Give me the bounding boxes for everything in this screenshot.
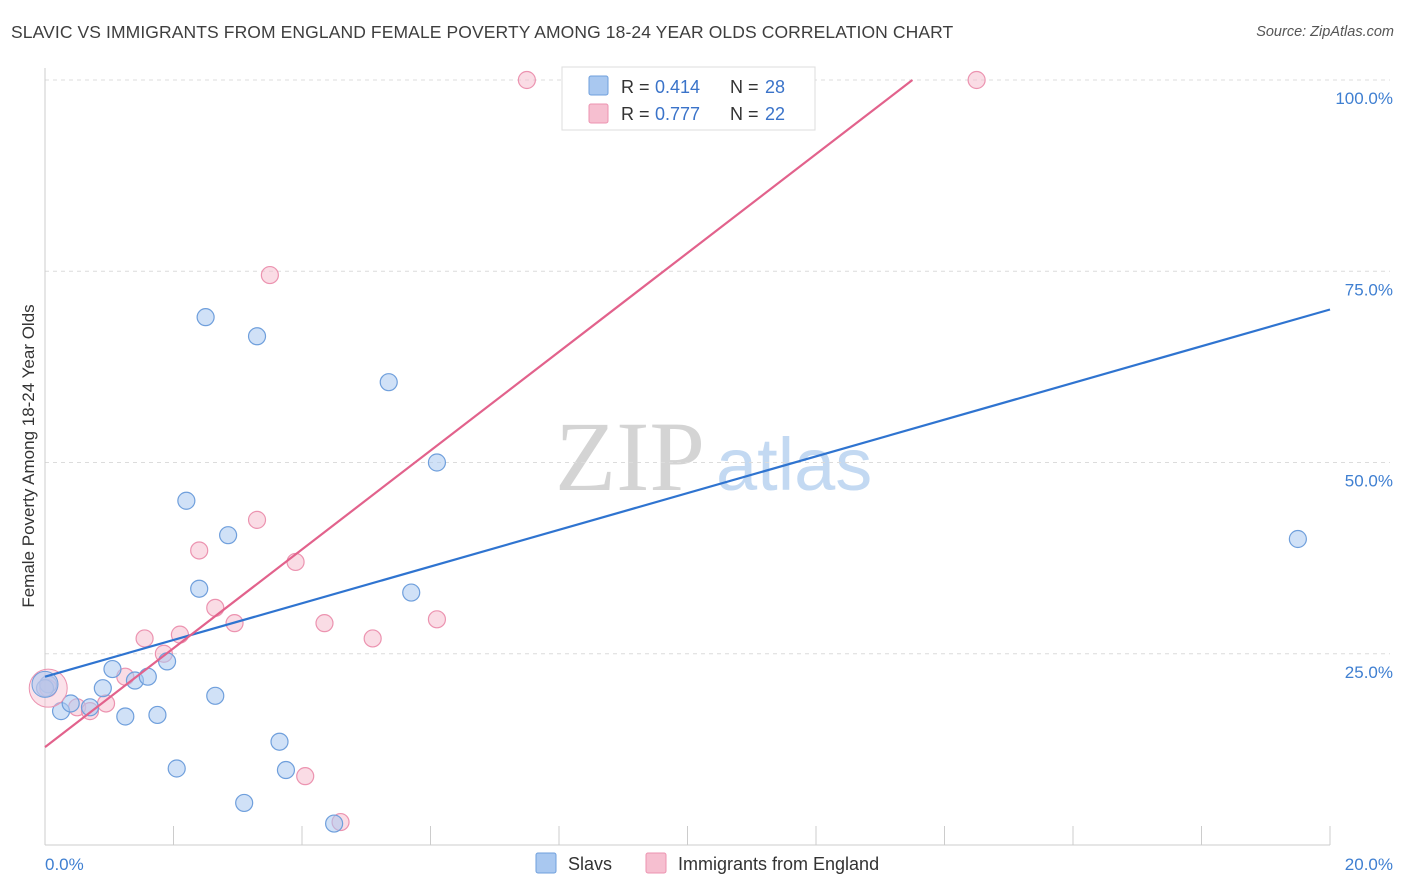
- legend-england-swatch: [588, 103, 609, 124]
- england-point: [190, 541, 209, 560]
- legend-slavs-n-value: 28: [765, 77, 785, 97]
- slavs-cluster-point: [31, 670, 59, 698]
- slavs-point: [247, 327, 267, 346]
- trend-lines: [44, 79, 1331, 748]
- england-point: [967, 70, 986, 90]
- bottom-legend-england-label: Immigrants from England: [678, 854, 879, 874]
- slavs-point: [219, 526, 238, 545]
- slavs-point: [167, 759, 186, 778]
- watermark-zip: ZIP: [555, 401, 705, 512]
- x-tick-label: 0.0%: [45, 855, 84, 874]
- slavs-point: [148, 705, 167, 725]
- england-point: [135, 629, 154, 648]
- chart-title: SLAVIC VS IMMIGRANTS FROM ENGLAND FEMALE…: [11, 22, 954, 42]
- y-tick-label: 25.0%: [1345, 663, 1393, 682]
- england-point: [427, 610, 447, 629]
- slavs-point: [138, 667, 157, 686]
- y-tick-label: 75.0%: [1345, 280, 1393, 299]
- legend-slavs-n-label: N =: [730, 77, 759, 97]
- watermark-atlas: atlas: [716, 423, 872, 506]
- legend-england-n-label: N =: [730, 104, 759, 124]
- legend-slavs-swatch: [588, 75, 609, 96]
- slavs-trend-line: [44, 308, 1331, 678]
- slavs-point: [379, 373, 398, 392]
- x-tick-label: 20.0%: [1345, 855, 1393, 874]
- england-point: [363, 629, 382, 648]
- legend-england-r-label: R =: [621, 104, 650, 124]
- slavs-point: [427, 453, 447, 472]
- slavs-point: [270, 732, 289, 751]
- slavs-point: [235, 793, 254, 813]
- slavs-point: [196, 308, 215, 327]
- slavs-point: [61, 694, 80, 713]
- slavs-point: [103, 659, 122, 679]
- england-trend-line: [44, 79, 914, 748]
- data-points: [28, 70, 1307, 833]
- slavs-point: [157, 652, 177, 671]
- slavs-point: [177, 491, 196, 510]
- legend-england-r-value: 0.777: [655, 104, 700, 124]
- slavs-point: [325, 814, 344, 833]
- slavs-point: [116, 707, 135, 726]
- bottom-legend-slavs-swatch: [535, 852, 557, 874]
- bottom-legend-slavs-label: Slavs: [568, 854, 612, 874]
- slavs-point: [190, 579, 209, 598]
- legend-slavs-r-value: 0.414: [655, 77, 700, 97]
- england-point: [286, 552, 305, 572]
- slavs-point: [206, 686, 225, 705]
- y-axis-label: Female Poverty Among 18-24 Year Olds: [19, 304, 38, 607]
- source-label: Source: ZipAtlas.com: [1256, 24, 1394, 40]
- england-point: [517, 70, 536, 90]
- slavs-point: [276, 760, 296, 780]
- bottom-legend-england-swatch: [645, 852, 667, 874]
- slavs-point: [93, 679, 112, 698]
- england-point: [315, 614, 334, 633]
- england-point: [296, 767, 315, 786]
- legend-top: R = 0.414 N = 28 R = 0.777 N = 22: [561, 66, 816, 131]
- axes: [44, 68, 1331, 846]
- england-point: [260, 265, 279, 285]
- slavs-point: [402, 583, 421, 602]
- y-tick-label: 100.0%: [1335, 89, 1393, 108]
- england-point: [206, 598, 225, 617]
- legend-england-n-value: 22: [765, 104, 785, 124]
- legend-slavs-r-label: R =: [621, 77, 650, 97]
- y-tick-label: 50.0%: [1345, 472, 1393, 491]
- slavs-point: [1288, 529, 1307, 549]
- legend-bottom: Slavs Immigrants from England: [535, 852, 879, 874]
- gridlines: [45, 79, 1390, 655]
- tick-labels: 25.0% 50.0% 75.0% 100.0% 0.0% 20.0%: [45, 89, 1393, 874]
- england-point: [247, 510, 267, 529]
